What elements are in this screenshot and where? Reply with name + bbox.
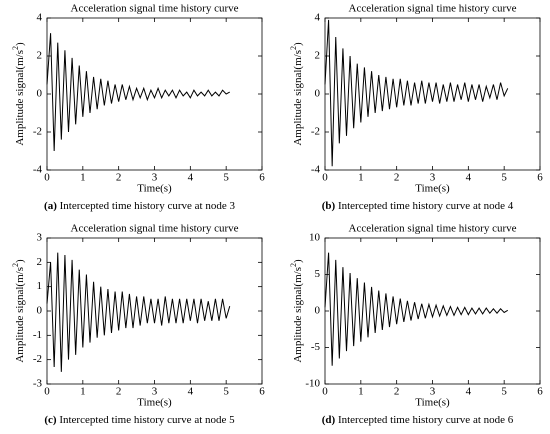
y-axis-label-sup: 2 bbox=[289, 46, 298, 50]
y-tick-label: -5 bbox=[311, 341, 321, 353]
y-tick-label: 2 bbox=[37, 50, 43, 62]
y-axis-label-sup: 2 bbox=[11, 46, 20, 50]
y-axis-label: Amplitude signal(m/s2) bbox=[11, 259, 26, 363]
x-tick-label: 3 bbox=[152, 172, 158, 184]
y-tick-label: -4 bbox=[311, 164, 321, 176]
chart-title: Acceleration signal time history curve bbox=[349, 3, 517, 15]
caption-label: (d) bbox=[322, 414, 336, 426]
y-axis-label-end: ) bbox=[292, 259, 304, 263]
x-tick-label: 6 bbox=[537, 172, 543, 184]
y-tick-label: -1 bbox=[33, 329, 42, 341]
y-axis-label-text: Amplitude signal(m/s bbox=[14, 50, 26, 146]
y-axis-label-sup: 2 bbox=[11, 263, 20, 267]
x-tick-label: 5 bbox=[501, 386, 507, 398]
y-tick-label: 0 bbox=[315, 88, 321, 100]
y-tick-label: 10 bbox=[309, 232, 321, 244]
y-tick-label: -2 bbox=[33, 353, 42, 365]
x-axis-label: Time(s) bbox=[415, 397, 450, 409]
x-tick-label: 1 bbox=[80, 172, 86, 184]
caption: (a) Intercepted time history curve at no… bbox=[44, 200, 235, 212]
y-axis-label-end: ) bbox=[292, 42, 304, 46]
x-tick-label: 1 bbox=[358, 386, 364, 398]
x-axis-label: Time(s) bbox=[137, 183, 172, 195]
x-tick-label: 0 bbox=[322, 172, 328, 184]
y-tick-label: 5 bbox=[315, 268, 321, 280]
y-tick-label: -4 bbox=[33, 164, 43, 176]
caption-text: Intercepted time history curve at node 4 bbox=[338, 200, 514, 212]
y-axis-label: Amplitude signal(m/s2) bbox=[11, 42, 26, 146]
x-tick-label: 4 bbox=[466, 386, 472, 398]
chart-title: Acceleration signal time history curve bbox=[71, 3, 239, 15]
y-tick-label: -10 bbox=[305, 378, 320, 390]
x-tick-label: 1 bbox=[358, 172, 364, 184]
y-axis-label-sup: 2 bbox=[289, 263, 298, 267]
x-tick-label: 6 bbox=[537, 386, 543, 398]
x-tick-label: 4 bbox=[188, 172, 194, 184]
x-tick-label: 3 bbox=[152, 386, 158, 398]
x-tick-label: 5 bbox=[223, 386, 229, 398]
x-tick-label: 2 bbox=[116, 172, 122, 184]
x-tick-label: 4 bbox=[188, 386, 194, 398]
plot-frame bbox=[46, 237, 263, 385]
y-tick-label: -2 bbox=[33, 126, 42, 138]
y-tick-label: 0 bbox=[37, 305, 43, 317]
x-tick-label: 2 bbox=[116, 386, 122, 398]
x-tick-label: 4 bbox=[466, 172, 472, 184]
x-tick-label: 5 bbox=[223, 172, 229, 184]
x-tick-label: 3 bbox=[430, 386, 436, 398]
y-tick-label: 0 bbox=[37, 88, 43, 100]
y-axis-label-text: Amplitude signal(m/s bbox=[14, 267, 26, 363]
x-axis-label: Time(s) bbox=[415, 183, 450, 195]
signal-line bbox=[46, 252, 231, 372]
caption-label: (c) bbox=[44, 414, 57, 426]
y-tick-label: 2 bbox=[315, 50, 321, 62]
y-tick-label: 4 bbox=[37, 12, 43, 24]
chart-title: Acceleration signal time history curve bbox=[71, 223, 239, 235]
y-axis-label-text: Amplitude signal(m/s bbox=[292, 50, 304, 146]
y-axis-label-end: ) bbox=[14, 42, 26, 46]
x-tick-label: 6 bbox=[259, 386, 265, 398]
plot-frame bbox=[324, 17, 541, 171]
y-axis-label: Amplitude signal(m/s2) bbox=[289, 42, 304, 146]
y-tick-label: 3 bbox=[37, 232, 43, 244]
x-tick-label: 0 bbox=[322, 386, 328, 398]
x-axis-label: Time(s) bbox=[137, 397, 172, 409]
x-tick-label: 3 bbox=[430, 172, 436, 184]
signal-line bbox=[46, 33, 230, 152]
chart-title: Acceleration signal time history curve bbox=[349, 223, 517, 235]
plot-frame bbox=[46, 17, 263, 171]
y-tick-label: 2 bbox=[37, 256, 43, 268]
y-tick-label: 4 bbox=[315, 12, 321, 24]
caption-label: (a) bbox=[44, 200, 57, 212]
y-tick-label: -2 bbox=[311, 126, 320, 138]
y-axis-label-end: ) bbox=[14, 259, 26, 263]
x-tick-label: 5 bbox=[501, 172, 507, 184]
signal-line bbox=[324, 19, 509, 167]
x-tick-label: 0 bbox=[44, 172, 50, 184]
caption: (c) Intercepted time history curve at no… bbox=[44, 414, 235, 426]
y-axis-label: Amplitude signal(m/s2) bbox=[289, 259, 304, 363]
plot-frame bbox=[324, 237, 541, 385]
x-tick-label: 2 bbox=[394, 386, 400, 398]
y-axis-label-text: Amplitude signal(m/s bbox=[292, 267, 304, 363]
x-tick-label: 2 bbox=[394, 172, 400, 184]
caption-text: Intercepted time history curve at node 3 bbox=[60, 200, 236, 212]
y-tick-label: -3 bbox=[33, 378, 43, 390]
x-tick-label: 1 bbox=[80, 386, 86, 398]
caption: (b) Intercepted time history curve at no… bbox=[322, 200, 514, 212]
caption: (d) Intercepted time history curve at no… bbox=[322, 414, 514, 426]
caption-text: Intercepted time history curve at node 5 bbox=[59, 414, 235, 426]
caption-text: Intercepted time history curve at node 6 bbox=[338, 414, 514, 426]
x-tick-label: 6 bbox=[259, 172, 265, 184]
y-tick-label: 0 bbox=[315, 305, 321, 317]
signal-line bbox=[324, 252, 509, 366]
caption-label: (b) bbox=[322, 200, 336, 212]
x-tick-label: 0 bbox=[44, 386, 50, 398]
y-tick-label: 1 bbox=[37, 280, 43, 292]
